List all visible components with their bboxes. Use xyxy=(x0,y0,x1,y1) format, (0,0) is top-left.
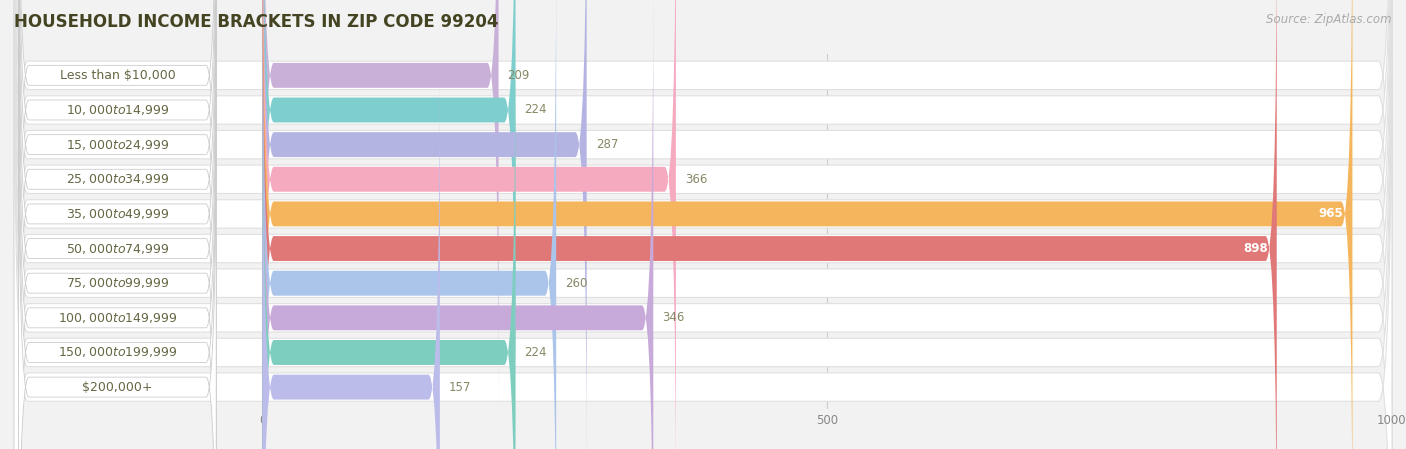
Text: 224: 224 xyxy=(524,346,547,359)
Text: 260: 260 xyxy=(565,277,588,290)
FancyBboxPatch shape xyxy=(18,0,217,449)
Text: 366: 366 xyxy=(685,173,707,186)
FancyBboxPatch shape xyxy=(18,0,217,377)
Text: 224: 224 xyxy=(524,104,547,116)
FancyBboxPatch shape xyxy=(263,0,516,444)
FancyBboxPatch shape xyxy=(263,0,654,449)
FancyBboxPatch shape xyxy=(18,0,217,449)
FancyBboxPatch shape xyxy=(14,0,1392,449)
Text: Less than $10,000: Less than $10,000 xyxy=(59,69,176,82)
FancyBboxPatch shape xyxy=(263,53,440,449)
Text: $35,000 to $49,999: $35,000 to $49,999 xyxy=(66,207,169,221)
FancyBboxPatch shape xyxy=(263,0,1353,449)
Text: 287: 287 xyxy=(596,138,619,151)
FancyBboxPatch shape xyxy=(263,0,557,449)
Text: $75,000 to $99,999: $75,000 to $99,999 xyxy=(66,276,169,290)
FancyBboxPatch shape xyxy=(14,0,1392,449)
Text: $150,000 to $199,999: $150,000 to $199,999 xyxy=(58,345,177,360)
FancyBboxPatch shape xyxy=(18,16,217,449)
FancyBboxPatch shape xyxy=(18,0,217,449)
FancyBboxPatch shape xyxy=(18,0,217,412)
FancyBboxPatch shape xyxy=(18,0,217,449)
FancyBboxPatch shape xyxy=(263,0,586,449)
FancyBboxPatch shape xyxy=(18,51,217,449)
FancyBboxPatch shape xyxy=(14,0,1392,449)
FancyBboxPatch shape xyxy=(14,0,1392,449)
Text: $50,000 to $74,999: $50,000 to $74,999 xyxy=(66,242,169,255)
Text: $25,000 to $34,999: $25,000 to $34,999 xyxy=(66,172,169,186)
FancyBboxPatch shape xyxy=(263,18,516,449)
FancyBboxPatch shape xyxy=(263,0,499,409)
Text: 898: 898 xyxy=(1243,242,1268,255)
FancyBboxPatch shape xyxy=(14,0,1392,449)
Text: 965: 965 xyxy=(1319,207,1343,220)
FancyBboxPatch shape xyxy=(263,0,676,449)
FancyBboxPatch shape xyxy=(263,0,1277,449)
Text: 157: 157 xyxy=(449,381,471,394)
Text: HOUSEHOLD INCOME BRACKETS IN ZIP CODE 99204: HOUSEHOLD INCOME BRACKETS IN ZIP CODE 99… xyxy=(14,13,499,31)
FancyBboxPatch shape xyxy=(18,85,217,449)
Text: $10,000 to $14,999: $10,000 to $14,999 xyxy=(66,103,169,117)
FancyBboxPatch shape xyxy=(14,0,1392,449)
Text: 346: 346 xyxy=(662,311,685,324)
FancyBboxPatch shape xyxy=(14,0,1392,449)
Text: $200,000+: $200,000+ xyxy=(82,381,153,394)
FancyBboxPatch shape xyxy=(14,0,1392,449)
Text: Source: ZipAtlas.com: Source: ZipAtlas.com xyxy=(1267,13,1392,26)
FancyBboxPatch shape xyxy=(14,0,1392,449)
Text: $15,000 to $24,999: $15,000 to $24,999 xyxy=(66,138,169,152)
Text: 209: 209 xyxy=(508,69,530,82)
FancyBboxPatch shape xyxy=(14,0,1392,449)
FancyBboxPatch shape xyxy=(18,0,217,446)
Text: $100,000 to $149,999: $100,000 to $149,999 xyxy=(58,311,177,325)
